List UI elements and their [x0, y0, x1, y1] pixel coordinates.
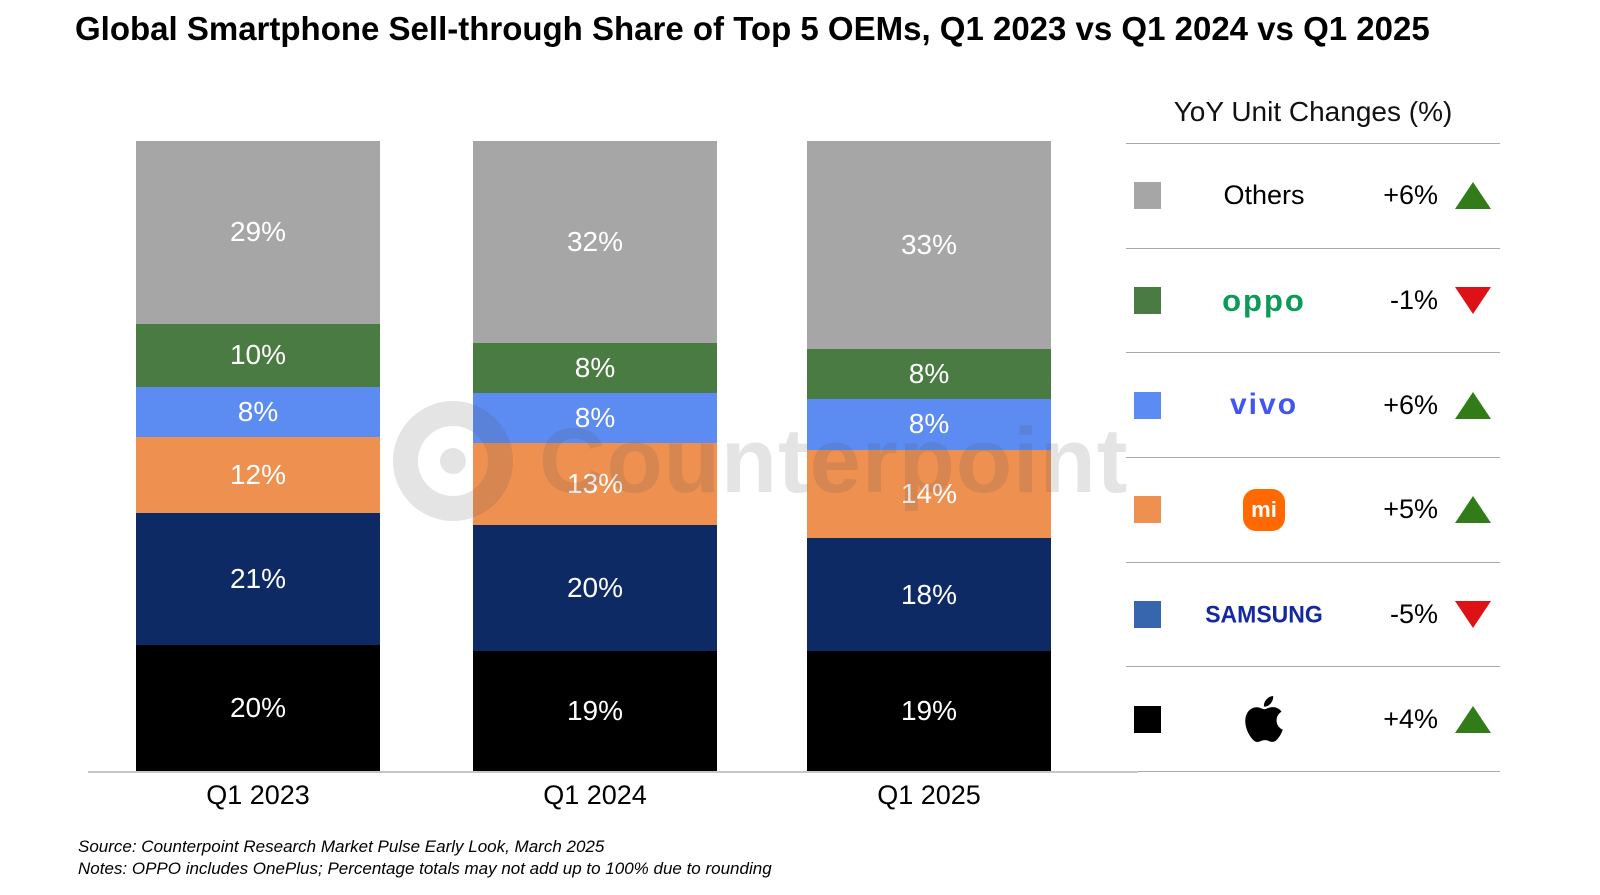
up-triangle-icon	[1438, 705, 1508, 733]
bar-segment-label: 8%	[908, 408, 950, 440]
bar-segment-label: 13%	[566, 468, 624, 500]
legend-swatch-vivo	[1134, 391, 1161, 419]
yoy-change-others: +6%	[1383, 180, 1438, 211]
legend-title: YoY Unit Changes (%)	[1173, 96, 1453, 127]
triangle-down	[1455, 287, 1491, 314]
bar-segment-label: 10%	[229, 339, 287, 371]
bar-segment-label: 18%	[900, 578, 958, 610]
bar-segment-oppo: 8%	[473, 342, 717, 393]
others-label: Others	[1223, 180, 1305, 211]
up-triangle-icon	[1438, 182, 1508, 210]
mi-icon-text: mi	[1251, 496, 1277, 522]
bar-segment-xiaomi: 14%	[807, 449, 1051, 538]
source-note: Source: Counterpoint Research Market Pul…	[78, 837, 605, 856]
bar-segment-vivo: 8%	[807, 399, 1051, 450]
samsung-logo-text: SAMSUNG	[1205, 600, 1323, 628]
x-axis-label: Q1 2024	[543, 780, 647, 810]
x-axis-label: Q1 2025	[877, 780, 981, 810]
legend-row-apple: +4%	[1126, 666, 1500, 771]
bar-segment-label: 12%	[229, 458, 287, 490]
legend-row-samsung: SAMSUNG -5%	[1126, 561, 1500, 667]
up-triangle-icon	[1438, 496, 1508, 524]
vivo-logo-icon: vivo	[1174, 388, 1354, 422]
bar-segment-label: 29%	[229, 216, 287, 248]
legend-label-others: Others	[1174, 180, 1354, 211]
legend-row-oppo: oppo -1%	[1126, 247, 1500, 353]
yoy-change-oppo: -1%	[1389, 285, 1438, 315]
chart-title: Global Smartphone Sell-through Share of …	[75, 10, 1430, 47]
yoy-legend-panel: YoY Unit Changes (%) Others +6% oppo -1% viv…	[1126, 96, 1500, 772]
triangle-up	[1455, 391, 1491, 419]
yoy-change-xiaomi: +5%	[1383, 494, 1438, 525]
bar-segment-oppo: 8%	[807, 348, 1051, 400]
legend-row-vivo: vivo +6%	[1126, 352, 1500, 457]
bar-segment-label: 20%	[566, 572, 624, 604]
oppo-logo-icon: oppo	[1174, 283, 1354, 319]
apple-icon	[1245, 696, 1283, 743]
rounding-note: Notes: OPPO includes OnePlus; Percentage…	[78, 859, 772, 878]
bar-segment-others: 33%	[807, 141, 1051, 349]
bar-segment-label: 8%	[574, 351, 616, 383]
footnotes: Source: Counterpoint Research Market Pul…	[78, 836, 772, 880]
legend-swatch-others	[1134, 182, 1161, 210]
bar-segment-samsung: 18%	[807, 537, 1051, 652]
bar-segment-others: 32%	[473, 141, 717, 343]
legend-swatch-oppo	[1134, 287, 1161, 314]
down-triangle-icon	[1438, 287, 1508, 314]
stacked-bar-q1-2025: 33% 8% 8% 14% 18% 19%	[807, 141, 1051, 771]
bar-segment-samsung: 21%	[136, 512, 380, 645]
bar-segment-vivo: 8%	[473, 392, 717, 444]
bar-segment-xiaomi: 13%	[473, 443, 717, 526]
plot-area: 29% 10% 8% 12% 21% 20% 32% 8% 8% 13% 20% 19% 33% 8% 8%…	[88, 141, 1138, 810]
yoy-change-vivo: +6%	[1383, 389, 1438, 420]
triangle-up	[1455, 705, 1491, 733]
bar-segment-label: 33%	[900, 228, 958, 260]
bar-segment-label: 20%	[229, 691, 287, 723]
bar-segment-label: 8%	[908, 358, 950, 390]
stacked-bar-q1-2023: 29% 10% 8% 12% 21% 20%	[136, 141, 380, 771]
legend-row-xiaomi: mi +5%	[1126, 457, 1500, 562]
apple-logo-icon	[1174, 696, 1354, 743]
legend-swatch-xiaomi	[1134, 496, 1161, 524]
legend-swatch-samsung	[1134, 601, 1161, 629]
legend-row-others: Others +6%	[1126, 143, 1500, 248]
bar-segment-vivo: 8%	[136, 386, 380, 438]
bar-segment-apple: 19%	[807, 651, 1051, 771]
triangle-up	[1455, 496, 1491, 524]
bar-segment-label: 19%	[566, 695, 624, 727]
bar-segment-apple: 20%	[136, 644, 380, 771]
yoy-change-apple: +4%	[1383, 703, 1438, 734]
oppo-logo-text: oppo	[1222, 282, 1306, 318]
bar-segment-apple: 19%	[473, 651, 717, 771]
bar-segment-others: 29%	[136, 141, 380, 324]
yoy-change-samsung: -5%	[1389, 599, 1438, 630]
stacked-bar-q1-2024: 32% 8% 8% 13% 20% 19%	[473, 141, 717, 771]
bar-segment-label: 19%	[900, 695, 958, 727]
xiaomi-logo-icon: mi	[1174, 488, 1354, 531]
bar-segment-label: 21%	[229, 562, 287, 594]
bar-segment-label: 8%	[574, 402, 616, 434]
bar-segment-xiaomi: 12%	[136, 437, 380, 513]
down-triangle-icon	[1438, 601, 1508, 629]
x-axis-label: Q1 2023	[206, 780, 310, 810]
bar-segment-label: 14%	[900, 477, 958, 509]
bar-segment-samsung: 20%	[473, 525, 717, 652]
up-triangle-icon	[1438, 391, 1508, 419]
bar-segment-oppo: 10%	[136, 323, 380, 387]
bar-segment-label: 8%	[237, 395, 279, 427]
x-axis-line	[88, 771, 1138, 773]
mi-icon: mi	[1243, 488, 1285, 531]
vivo-logo-text: vivo	[1229, 388, 1299, 422]
bar-segment-label: 32%	[566, 225, 624, 257]
triangle-down	[1455, 601, 1491, 629]
triangle-up	[1455, 182, 1491, 210]
legend-swatch-apple	[1134, 705, 1161, 733]
samsung-logo-icon: SAMSUNG	[1174, 600, 1354, 628]
